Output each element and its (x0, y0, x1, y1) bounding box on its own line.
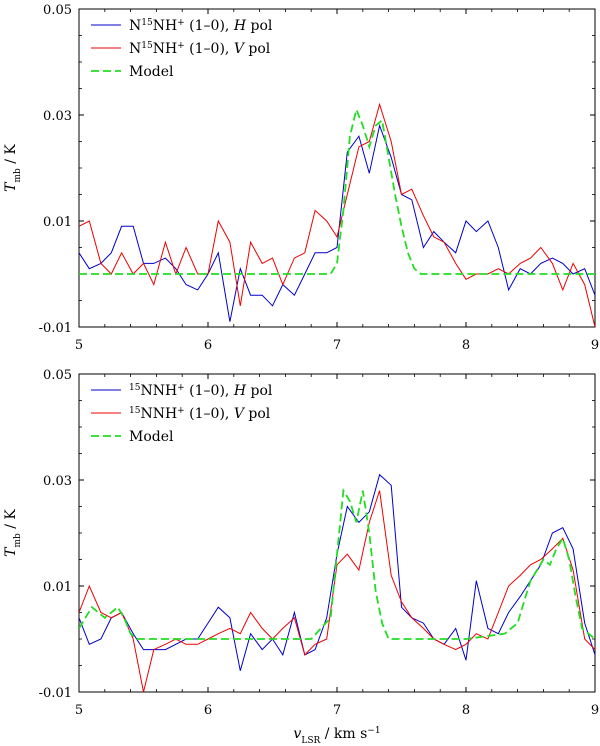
panel-bottom-xtick-label: 9 (591, 703, 599, 718)
panel-bottom-xlabel: vLSR / km s−1 (293, 726, 380, 746)
panel-bottom-ytick-label: 0.01 (43, 580, 72, 595)
panel-top-xtick-label: 7 (333, 338, 341, 353)
panel-bottom-legend-label-2: Model (129, 429, 174, 445)
panel-top-series-2-line (79, 106, 595, 275)
panel-bottom-xtick-label: 7 (333, 703, 341, 718)
panel-top-legend-label-2: Model (129, 64, 174, 80)
panel-top-series-0-line (79, 123, 595, 322)
panel-top-legend-label-0: N15NH+ (1–0), H pol (129, 18, 273, 34)
panel-top-series-1-line (79, 102, 595, 327)
panel-bottom-xtick-label: 6 (204, 703, 212, 718)
panel-top-ylabel: Tmb / K (3, 144, 23, 192)
panel-top-xtick-label: 5 (75, 338, 83, 353)
panel-top-ytick-label: -0.01 (39, 321, 72, 336)
panel-bottom-series-2-line (79, 487, 595, 640)
panel-top-ytick-label: 0.01 (43, 215, 72, 230)
panel-top-legend-label-1: N15NH+ (1–0), V pol (129, 41, 271, 57)
panel-bottom-ylabel: Tmb / K (3, 509, 23, 557)
panel-bottom-xtick-label: 8 (462, 703, 470, 718)
panel-bottom-legend-label-1: 15NNH+ (1–0), V pol (129, 406, 271, 422)
panel-bottom-series-0-line (79, 473, 595, 671)
panel-top-xtick-label: 9 (591, 338, 599, 353)
panel-top-xtick-label: 6 (204, 338, 212, 353)
panel-bottom-legend-label-0: 15NNH+ (1–0), H pol (129, 383, 273, 399)
panel-bottom-ytick-label: -0.01 (39, 686, 72, 701)
panel-bottom-ytick-label: 0.03 (43, 474, 72, 489)
panel-top-ytick-label: 0.03 (43, 109, 72, 124)
panel-top-ytick-label: 0.05 (43, 3, 72, 18)
panel-bottom-ytick-label: 0.05 (43, 368, 72, 383)
panel-bottom-xtick-label: 5 (75, 703, 83, 718)
panel-top-xtick-label: 8 (462, 338, 470, 353)
panel-bottom-series-1-line (79, 490, 595, 692)
